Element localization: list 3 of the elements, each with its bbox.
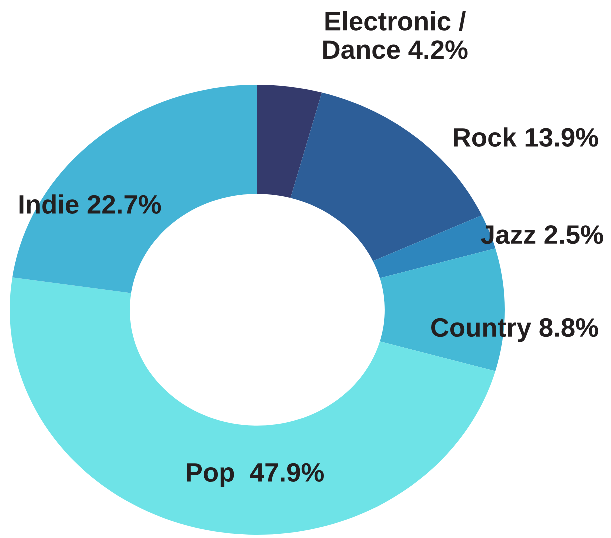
slice-label: Pop 47.9%	[187, 463, 324, 488]
slice-label: Rock 13.9%	[454, 128, 598, 148]
slice-label: Electronic / Dance 4.2%	[324, 11, 468, 60]
